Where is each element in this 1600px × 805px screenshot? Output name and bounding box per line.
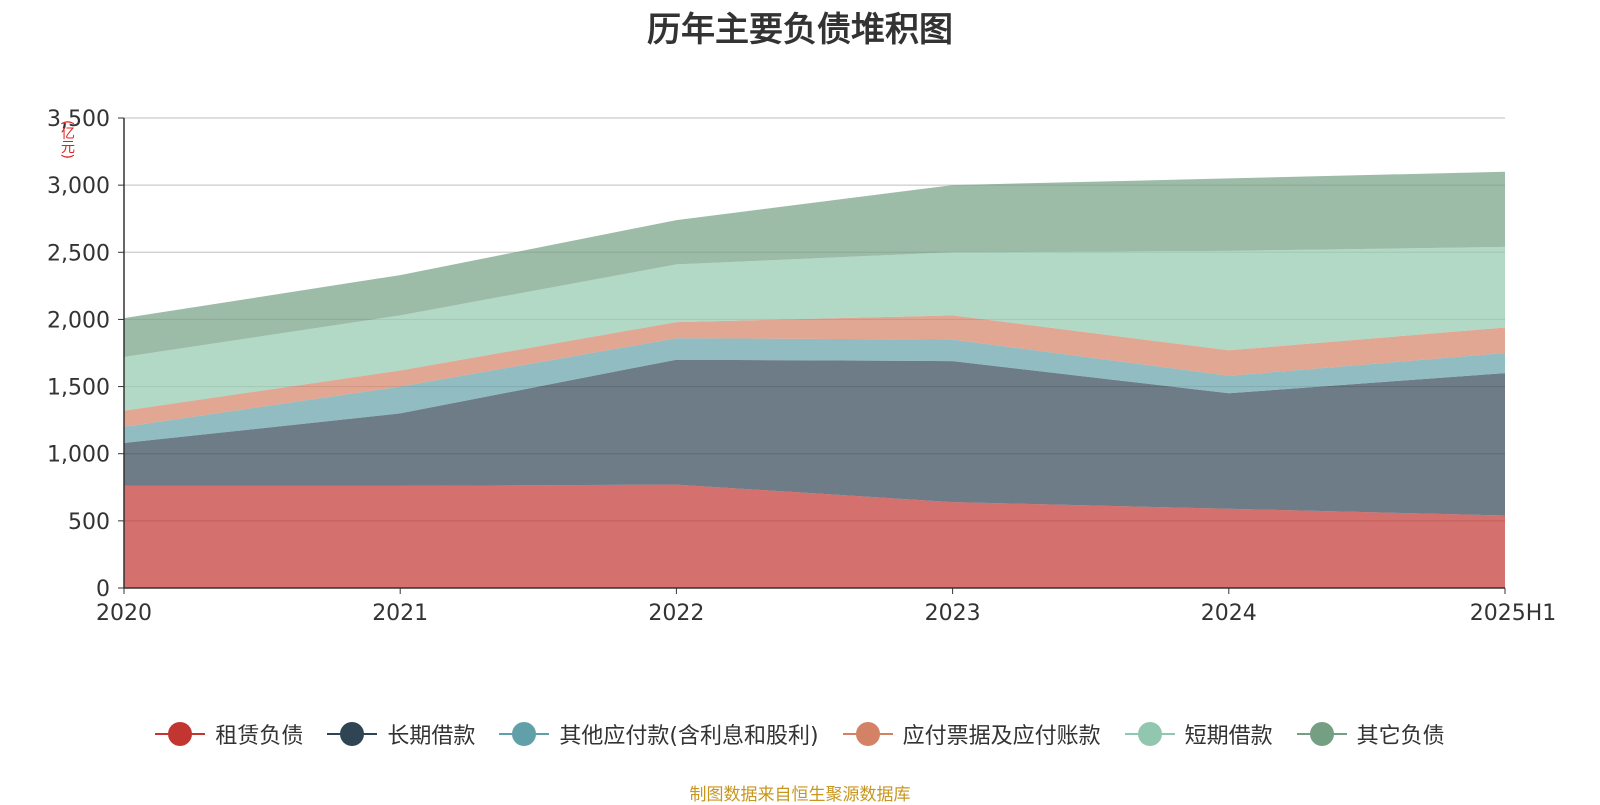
- area-series-2: [124, 359, 1505, 516]
- x-tick-label: 2021: [372, 601, 428, 626]
- y-axis-unit-label: (亿元): [59, 120, 75, 159]
- legend-marker-icon: [327, 722, 378, 746]
- legend-label: 应付票据及应付账款: [902, 724, 1101, 749]
- x-tick-label: 2025H1: [1470, 601, 1557, 626]
- x-tick-label: 2020: [96, 601, 152, 626]
- legend-marker-icon: [1124, 722, 1175, 746]
- area-series-group: [124, 171, 1505, 588]
- area-series-4: [124, 315, 1505, 427]
- legend-marker-icon: [1296, 722, 1347, 746]
- source-note: 制图数据来自恒生聚源数据库: [689, 785, 911, 805]
- y-tick-label: 2,500: [47, 241, 110, 266]
- area-series-1: [124, 484, 1505, 588]
- legend-label: 其它负债: [1356, 724, 1445, 749]
- legend-item[interactable]: 其他应付款(含利息和股利): [499, 718, 819, 750]
- x-tick-label: 2022: [648, 601, 704, 626]
- y-tick-label: 1,500: [47, 376, 110, 401]
- axes: 0 500 1,000 1,500 2,000 2,500 3,000 3,500 2020 20…: [47, 107, 1556, 626]
- legend-item[interactable]: 长期借款: [327, 718, 475, 750]
- y-tick-label: 0: [96, 577, 110, 602]
- y-tick-label: 3,000: [47, 174, 110, 199]
- y-tick-label: 500: [68, 510, 110, 535]
- legend-item[interactable]: 短期借款: [1124, 718, 1273, 750]
- legend-label: 租赁负债: [215, 724, 304, 749]
- legend: 租赁负债 长期借款 其他应付款(含利息和股利) 应付票据及应付账款 短期借款 其它负债: [0, 718, 1600, 750]
- stacked-area-chart: 0 500 1,000 1,500 2,000 2,500 3,000 3,500 2020 20…: [47, 107, 1556, 626]
- x-tick-label: 2024: [1201, 601, 1257, 626]
- y-tick-label: 1,000: [47, 443, 110, 468]
- legend-marker-icon: [499, 722, 550, 746]
- legend-item[interactable]: 租赁负债: [155, 718, 303, 750]
- area-series-3: [124, 338, 1505, 443]
- legend-label: 短期借款: [1184, 724, 1273, 749]
- y-tick-label: 2,000: [47, 308, 110, 333]
- x-tick-label: 2023: [925, 601, 981, 626]
- chart-title: 历年主要负债堆积图: [647, 10, 953, 50]
- legend-label: 其他应付款(含利息和股利): [559, 724, 819, 749]
- legend-marker-icon: [155, 722, 206, 746]
- y-tick-label: 3,500: [47, 107, 110, 132]
- legend-item[interactable]: 应付票据及应付账款: [842, 718, 1101, 750]
- legend-marker-icon: [842, 722, 893, 746]
- area-series-6: [124, 171, 1505, 357]
- legend-item[interactable]: 其它负债: [1296, 718, 1445, 750]
- legend-label: 长期借款: [387, 724, 476, 749]
- area-series-5: [124, 246, 1505, 411]
